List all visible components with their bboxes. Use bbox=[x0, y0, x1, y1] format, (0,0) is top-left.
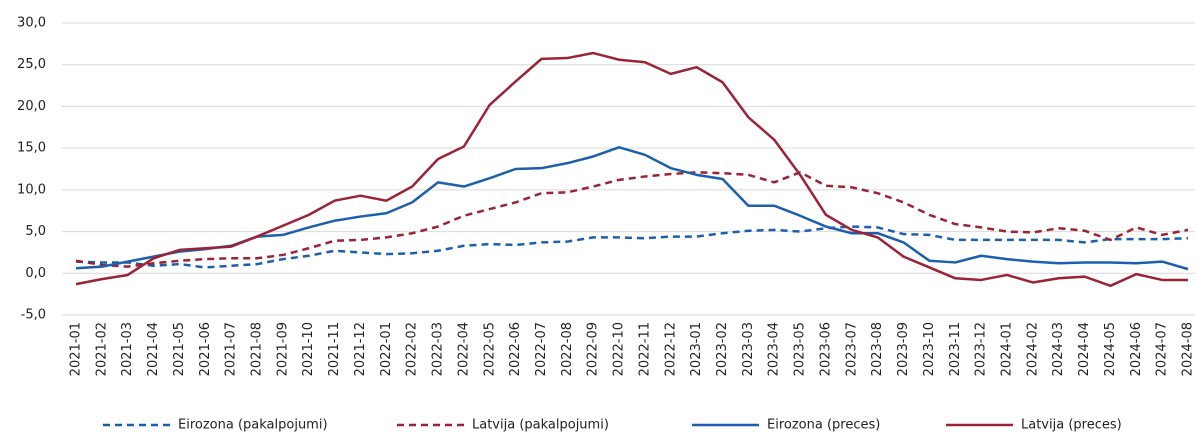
x-tick-label: 2022-01 bbox=[379, 322, 394, 376]
x-tick-label: 2022-12 bbox=[663, 322, 678, 376]
x-tick-label: 2024-08 bbox=[1181, 322, 1196, 376]
x-tick-label: 2022-10 bbox=[612, 322, 627, 376]
x-tick-label: 2021-04 bbox=[146, 322, 161, 376]
x-tick-label: 2024-06 bbox=[1129, 322, 1144, 376]
series-line bbox=[75, 225, 1189, 269]
x-tick-label: 2023-09 bbox=[896, 322, 911, 376]
x-tick-label: 2021-06 bbox=[198, 322, 213, 376]
x-tick-label: 2021-01 bbox=[69, 322, 84, 376]
series-line bbox=[75, 171, 1189, 268]
x-tick-label: 2023-12 bbox=[974, 322, 989, 376]
x-tick-label: 2024-05 bbox=[1103, 322, 1118, 376]
legend-label: Latvija (pakalpojumi) bbox=[472, 418, 609, 433]
x-tick-label: 2021-03 bbox=[120, 322, 135, 376]
y-tick-label: 20,0 bbox=[17, 99, 46, 114]
x-tick-label: 2022-02 bbox=[405, 322, 420, 376]
x-tick-label: 2022-11 bbox=[637, 322, 652, 376]
x-tick-label: 2021-05 bbox=[172, 322, 187, 376]
x-tick-label: 2023-03 bbox=[741, 322, 756, 376]
x-tick-label: 2022-09 bbox=[586, 322, 601, 376]
x-tick-label: 2021-08 bbox=[250, 322, 265, 376]
x-tick-label: 2022-08 bbox=[560, 322, 575, 376]
x-tick-label: 2023-07 bbox=[844, 322, 859, 376]
x-tick-label: 2023-02 bbox=[715, 322, 730, 376]
x-tick-label: 2021-10 bbox=[301, 322, 316, 376]
legend-label: Latvija (preces) bbox=[1021, 418, 1122, 433]
x-tick-label: 2022-05 bbox=[482, 322, 497, 376]
y-tick-label: 30,0 bbox=[17, 16, 46, 31]
y-tick-label: 5,0 bbox=[25, 224, 46, 239]
x-tick-label: 2024-01 bbox=[999, 322, 1014, 376]
x-tick-label: 2023-05 bbox=[793, 322, 808, 376]
x-tick-label: 2023-10 bbox=[922, 322, 937, 376]
x-tick-label: 2022-07 bbox=[534, 322, 549, 376]
series-line bbox=[75, 146, 1189, 271]
x-tick-label: 2023-01 bbox=[689, 322, 704, 376]
x-tick-label: 2022-03 bbox=[431, 322, 446, 376]
legend-label: Eirozona (pakalpojumi) bbox=[178, 418, 328, 433]
x-tick-label: 2023-06 bbox=[818, 322, 833, 376]
series-line bbox=[75, 51, 1188, 288]
x-tick-label: 2022-04 bbox=[456, 322, 471, 376]
x-tick-label: 2022-06 bbox=[508, 322, 523, 376]
y-tick-label: 25,0 bbox=[17, 57, 46, 72]
x-tick-label: 2021-12 bbox=[353, 322, 368, 376]
x-tick-label: 2023-08 bbox=[870, 322, 885, 376]
y-tick-label: 10,0 bbox=[17, 182, 46, 197]
x-tick-label: 2021-11 bbox=[327, 322, 342, 376]
x-tick-label: 2021-07 bbox=[224, 322, 239, 376]
x-tick-label: 2023-11 bbox=[948, 322, 963, 376]
y-tick-label: 15,0 bbox=[17, 141, 46, 156]
x-tick-label: 2021-09 bbox=[275, 322, 290, 376]
x-tick-label: 2021-02 bbox=[94, 322, 109, 376]
y-tick-label: -5,0 bbox=[21, 308, 46, 323]
x-tick-label: 2024-04 bbox=[1077, 322, 1092, 376]
legend-label: Eirozona (preces) bbox=[767, 418, 880, 433]
x-tick-label: 2024-07 bbox=[1155, 322, 1170, 376]
x-tick-label: 2023-04 bbox=[767, 322, 782, 376]
x-tick-label: 2024-02 bbox=[1025, 322, 1040, 376]
x-tick-label: 2024-03 bbox=[1051, 322, 1066, 376]
y-tick-label: 0,0 bbox=[25, 266, 46, 281]
